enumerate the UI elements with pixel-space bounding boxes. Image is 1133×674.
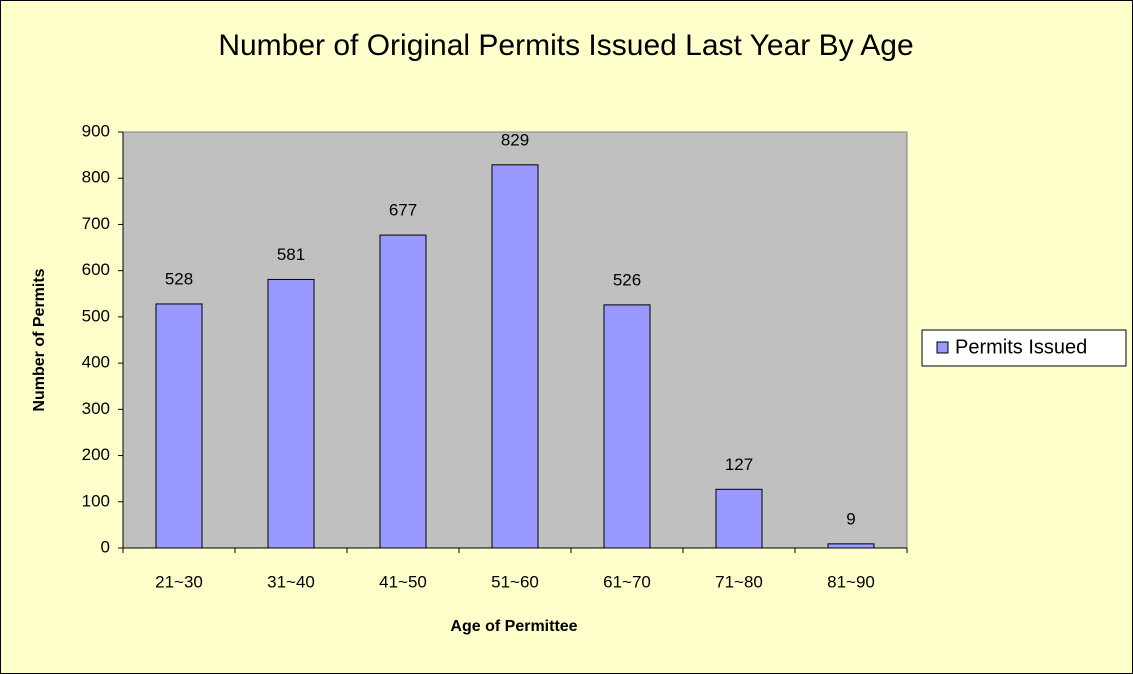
- y-tick-label: 0: [101, 537, 110, 556]
- x-tick-label: 21~30: [155, 572, 203, 591]
- legend-box: [921, 329, 1127, 367]
- x-tick-label: 81~90: [827, 572, 875, 591]
- data-label: 829: [501, 130, 529, 149]
- y-tick-label: 700: [82, 214, 110, 233]
- y-tick-label: 200: [82, 445, 110, 464]
- data-label: 528: [165, 269, 193, 288]
- y-tick-label: 600: [82, 260, 110, 279]
- x-tick-label: 61~70: [603, 572, 651, 591]
- x-tick-label: 51~60: [491, 572, 539, 591]
- chart-title: Number of Original Permits Issued Last Y…: [218, 29, 913, 62]
- bar: [379, 234, 427, 549]
- bar: [491, 164, 539, 549]
- x-tick-label: 31~40: [267, 572, 315, 591]
- bar: [603, 304, 651, 549]
- bar: [715, 488, 763, 549]
- y-tick-label: 900: [82, 121, 110, 140]
- y-tick-label: 400: [82, 353, 110, 372]
- data-label: 127: [725, 455, 753, 474]
- bar: [827, 543, 875, 549]
- bar: [267, 278, 315, 549]
- y-tick-label: 100: [82, 491, 110, 510]
- y-axis-label: Number of Permits: [31, 268, 48, 411]
- legend-label: Permits Issued: [955, 336, 1087, 358]
- data-label: 677: [389, 201, 417, 220]
- data-label: 526: [613, 270, 641, 289]
- y-tick-label: 300: [82, 399, 110, 418]
- y-tick-label: 500: [82, 306, 110, 325]
- x-axis-label: Age of Permittee: [450, 618, 577, 635]
- y-tick-label: 800: [82, 168, 110, 187]
- legend: [921, 329, 1127, 367]
- data-label: 581: [277, 245, 305, 264]
- legend-swatch: [936, 341, 949, 354]
- data-label: 9: [846, 509, 855, 528]
- x-tick-label: 41~50: [379, 572, 427, 591]
- bar: [155, 303, 203, 549]
- x-tick-label: 71~80: [715, 572, 763, 591]
